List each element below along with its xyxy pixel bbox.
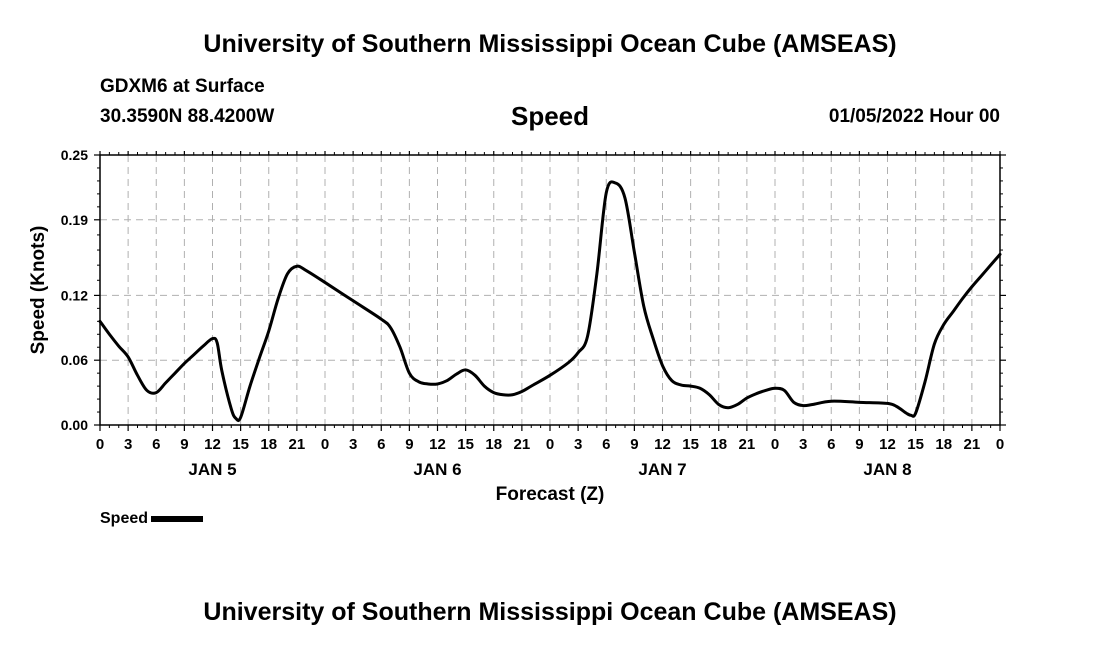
x-tick-label: 21 bbox=[964, 436, 981, 453]
x-tick-label: 21 bbox=[514, 436, 531, 453]
station-name: GDXM6 at Surface bbox=[100, 76, 265, 97]
x-tick-label: 15 bbox=[907, 436, 924, 453]
x-day-label: JAN 5 bbox=[188, 460, 236, 479]
x-tick-label: 3 bbox=[799, 436, 807, 453]
x-axis-title: Forecast (Z) bbox=[496, 484, 605, 505]
x-tick-label: 9 bbox=[405, 436, 413, 453]
x-tick-label: 6 bbox=[827, 436, 835, 453]
x-tick-label: 21 bbox=[739, 436, 756, 453]
chart-legend: Speed bbox=[100, 510, 204, 528]
legend-swatch bbox=[151, 516, 204, 522]
footer-title: University of Southern Mississippi Ocean… bbox=[203, 598, 897, 626]
x-tick-label: 15 bbox=[457, 436, 474, 453]
x-tick-label: 12 bbox=[654, 436, 671, 453]
x-tick-label: 0 bbox=[546, 436, 554, 453]
x-tick-label: 12 bbox=[879, 436, 896, 453]
x-tick-label: 18 bbox=[260, 436, 277, 453]
y-tick-label: 0.06 bbox=[61, 352, 88, 368]
x-tick-label: 6 bbox=[152, 436, 160, 453]
y-tick-label: 0.19 bbox=[61, 212, 88, 228]
y-axis-ticks: 0.00 0.06 0.12 0.19 0.25 bbox=[61, 147, 1006, 433]
x-tick-label: 12 bbox=[204, 436, 221, 453]
x-tick-label: 15 bbox=[682, 436, 699, 453]
x-tick-label: 9 bbox=[180, 436, 188, 453]
speed-series-line bbox=[98, 180, 1002, 423]
x-tick-label: 18 bbox=[710, 436, 727, 453]
x-tick-label: 9 bbox=[855, 436, 863, 453]
x-tick-label: 15 bbox=[232, 436, 249, 453]
x-axis-ticks: 0 3 6 9 12 15 18 21 0 3 6 9 12 15 18 21 0 3 6 9 12 15 18 21 0 3 6 9… bbox=[96, 151, 1004, 479]
x-tick-label: 9 bbox=[630, 436, 638, 453]
x-tick-label: 18 bbox=[935, 436, 952, 453]
main-title: University of Southern Mississippi Ocean… bbox=[203, 30, 897, 58]
x-tick-label: 18 bbox=[485, 436, 502, 453]
chart-grid bbox=[100, 155, 1000, 425]
forecast-timestamp: 01/05/2022 Hour 00 bbox=[828, 106, 1000, 127]
legend-label: Speed bbox=[100, 510, 149, 527]
x-day-label: JAN 8 bbox=[863, 460, 911, 479]
x-tick-label: 21 bbox=[289, 436, 306, 453]
y-axis-title: Speed (Knots) bbox=[28, 226, 49, 355]
x-tick-label: 0 bbox=[321, 436, 329, 453]
x-tick-label: 0 bbox=[996, 436, 1004, 453]
x-tick-label: 0 bbox=[96, 436, 104, 453]
x-tick-label: 3 bbox=[124, 436, 132, 453]
station-coordinates: 30.3590N 88.4200W bbox=[100, 106, 275, 127]
x-tick-label: 6 bbox=[377, 436, 385, 453]
x-tick-label: 3 bbox=[574, 436, 582, 453]
x-tick-label: 12 bbox=[429, 436, 446, 453]
x-tick-label: 6 bbox=[602, 436, 610, 453]
x-tick-label: 0 bbox=[771, 436, 779, 453]
chart-title: Speed bbox=[510, 101, 590, 131]
x-day-label: JAN 7 bbox=[638, 460, 686, 479]
x-tick-label: 3 bbox=[349, 436, 357, 453]
y-tick-label: 0.12 bbox=[61, 287, 88, 303]
y-tick-label: 0.25 bbox=[61, 147, 88, 163]
y-tick-label: 0.00 bbox=[61, 417, 88, 433]
x-day-label: JAN 6 bbox=[413, 460, 461, 479]
